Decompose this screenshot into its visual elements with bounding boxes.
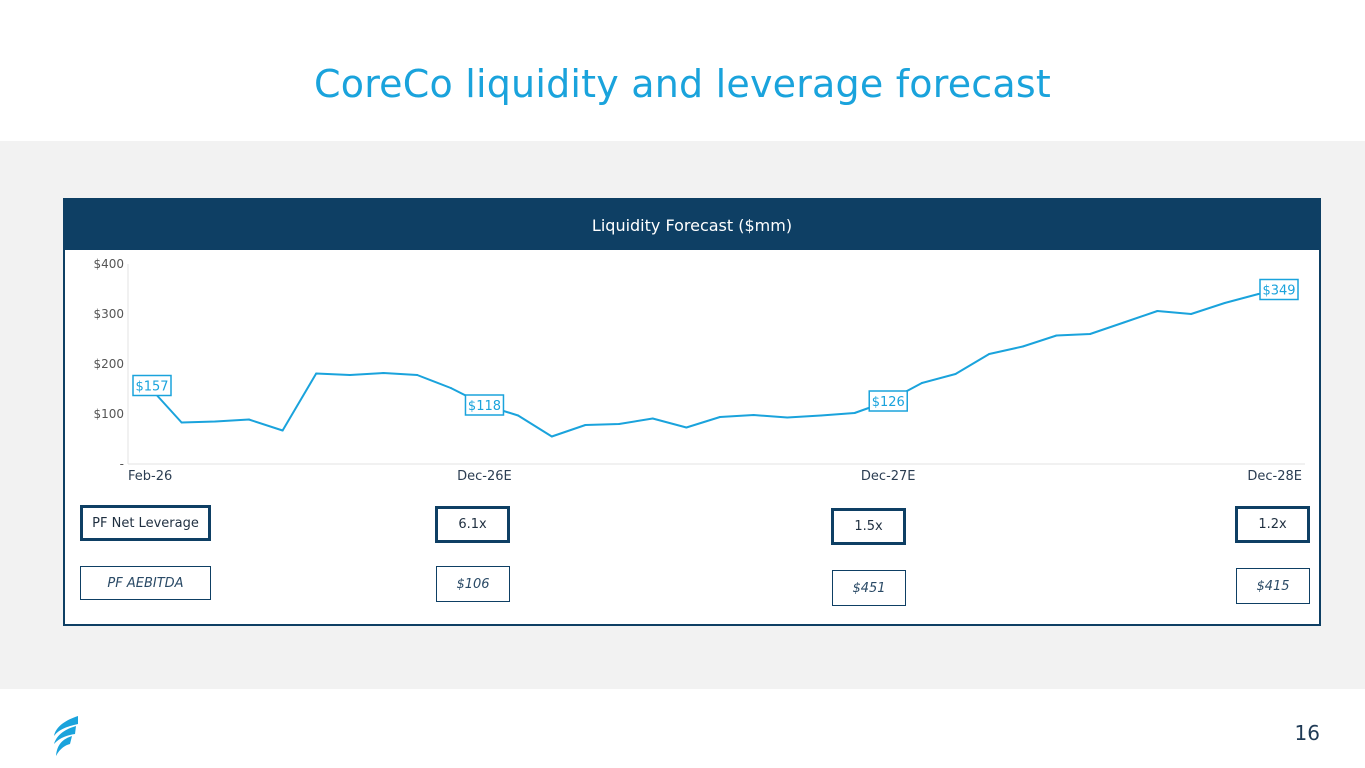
data-point (618, 423, 621, 425)
liquidity-panel: Liquidity Forecast ($mm) (63, 198, 1321, 626)
aebitda-value-dec-26: $106 (436, 566, 510, 602)
data-point (382, 372, 385, 374)
data-point (1089, 333, 1092, 335)
data-label-box (868, 390, 908, 412)
data-point (1223, 302, 1226, 304)
data-point (584, 424, 587, 426)
data-point (853, 412, 856, 414)
pf-net-leverage-label: PF Net Leverage (80, 505, 211, 541)
pf-aebitda-label: PF AEBITDA (80, 566, 211, 600)
leverage-value-dec-27: 1.5x (831, 508, 906, 545)
data-point (719, 416, 721, 418)
liquidity-series-line (147, 288, 1293, 438)
data-point (1190, 313, 1193, 315)
slide-title: CoreCo liquidity and leverage forecast (314, 62, 1051, 106)
data-label: $126 (872, 395, 905, 410)
data-point (1156, 310, 1159, 312)
x-tick-label: Dec-28E (1247, 469, 1302, 484)
aebitda-value-dec-28: $415 (1236, 568, 1310, 604)
data-point (1122, 321, 1125, 324)
data-label-box (132, 374, 172, 397)
data-point (954, 373, 957, 375)
data-point (1257, 293, 1260, 295)
page-number: 16 (1294, 721, 1320, 745)
data-point (315, 372, 318, 375)
data-point (920, 382, 923, 384)
data-point (988, 353, 991, 355)
data-label: $157 (135, 380, 168, 395)
data-point (1021, 345, 1024, 348)
data-point (214, 420, 217, 423)
x-tick-label: Feb-26 (128, 469, 172, 484)
data-point (550, 435, 553, 438)
data-point (685, 426, 688, 429)
panel-header: Liquidity Forecast ($mm) (65, 200, 1319, 250)
y-tick-label: $100 (93, 407, 124, 421)
x-tick-label: Dec-26E (457, 469, 512, 484)
data-label: $118 (468, 399, 501, 414)
data-label: $349 (1262, 284, 1295, 299)
y-tick-label: $400 (93, 257, 124, 271)
data-point (786, 416, 789, 419)
leverage-value-dec-28: 1.2x (1235, 506, 1310, 543)
y-tick-label: $200 (93, 357, 124, 371)
data-point (247, 418, 250, 421)
data-label-box (1259, 278, 1299, 301)
flame-logo-icon (48, 714, 82, 763)
aebitda-value-dec-27: $451 (832, 570, 906, 606)
data-point (449, 387, 452, 389)
data-point (348, 374, 351, 376)
leverage-value-dec-26: 6.1x (435, 506, 510, 543)
data-point (819, 414, 822, 417)
data-point (416, 374, 419, 376)
data-point (1055, 334, 1058, 337)
y-tick-label: $300 (93, 307, 124, 321)
data-point (180, 421, 183, 424)
data-point (651, 417, 654, 420)
data-point (517, 414, 520, 417)
y-tick-label: - (120, 457, 124, 471)
x-tick-label: Dec-27E (861, 469, 916, 484)
data-point (752, 414, 755, 416)
data-point (281, 429, 284, 432)
data-label-box (464, 394, 505, 416)
